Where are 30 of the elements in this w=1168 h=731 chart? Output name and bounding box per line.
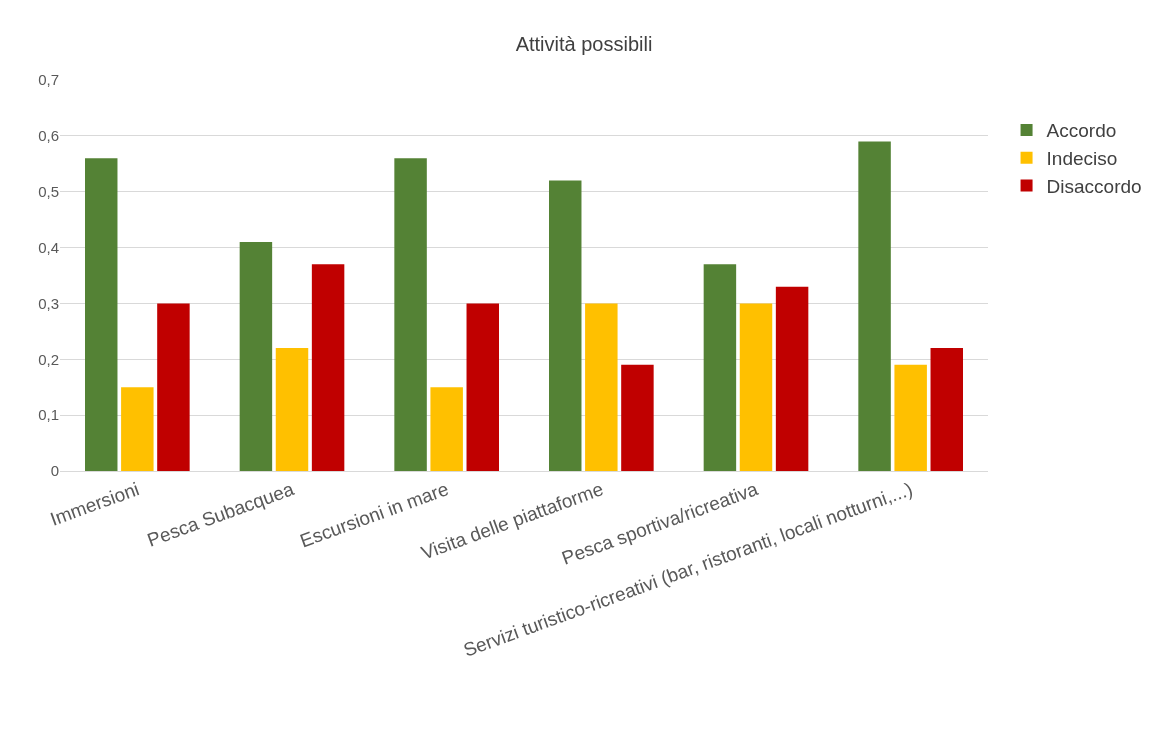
bar: [239, 241, 273, 471]
bar: [85, 158, 118, 471]
bar: [394, 158, 427, 471]
bar: [585, 303, 618, 471]
bar: [275, 348, 309, 471]
bar: [621, 364, 654, 471]
y-tick-label: 0,7: [38, 71, 59, 89]
y-tick-label: 0,4: [38, 238, 59, 256]
bar: [311, 264, 345, 471]
y-tick-label: 0,5: [38, 182, 59, 200]
legend-label: Disaccordo: [1046, 175, 1142, 197]
y-tick-label: 0: [50, 462, 59, 480]
bar: [121, 387, 154, 471]
bar: [549, 180, 582, 471]
bar: [703, 264, 737, 471]
bar: [894, 364, 927, 471]
bar: [157, 303, 190, 471]
legend-label: Indeciso: [1046, 148, 1118, 170]
bar: [858, 141, 891, 471]
y-tick-label: 0,2: [38, 350, 59, 368]
legend-label: Accordo: [1046, 120, 1117, 142]
bar: [930, 348, 963, 471]
bar: [466, 303, 499, 471]
bar: [775, 286, 809, 471]
bar: [430, 387, 463, 471]
y-tick-label: 0,6: [38, 127, 59, 145]
chart-title: Attività possibili: [515, 32, 653, 55]
y-tick-label: 0,1: [38, 406, 59, 424]
y-tick-label: 0,3: [38, 294, 59, 312]
bar: [739, 303, 773, 471]
